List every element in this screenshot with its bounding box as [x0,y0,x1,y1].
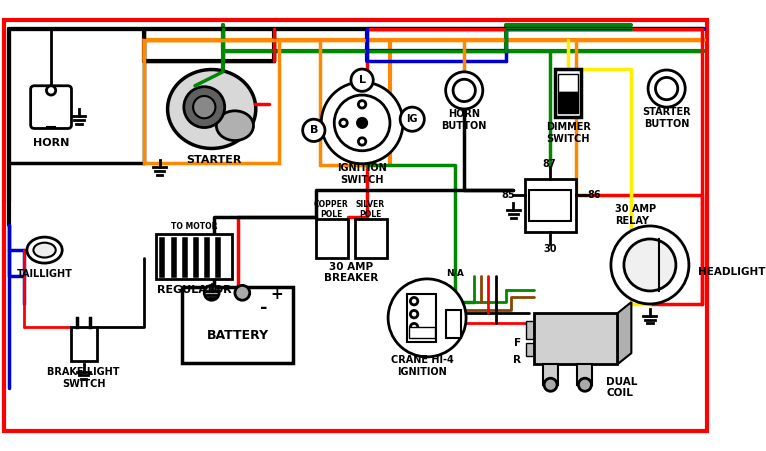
Text: STARTER
BUTTON: STARTER BUTTON [643,107,691,129]
Bar [70,327,97,361]
Bar [355,219,387,258]
Text: 30 AMP
BREAKER: 30 AMP BREAKER [324,262,378,283]
Bar [408,327,434,338]
Text: REGULATOR: REGULATOR [157,285,231,295]
Bar [526,343,534,356]
Text: N/A: N/A [446,269,464,278]
Circle shape [358,101,366,108]
Circle shape [358,138,366,145]
Text: F: F [513,338,521,348]
Text: DIMMER
SWITCH: DIMMER SWITCH [546,122,591,144]
Text: STARTER: STARTER [186,155,241,165]
Text: SILVER
POLE: SILVER POLE [356,199,385,219]
Circle shape [358,118,367,128]
Text: +: + [270,287,283,302]
Bar [316,219,349,258]
Text: COPPER
POLE: COPPER POLE [314,199,349,219]
Bar [144,40,279,163]
Bar [407,294,437,342]
Text: DUAL
COIL: DUAL COIL [606,377,637,398]
Bar [555,69,581,117]
Circle shape [578,378,591,391]
Circle shape [624,239,676,291]
Bar [578,364,592,385]
Polygon shape [617,302,631,364]
Circle shape [388,279,466,357]
Text: L: L [358,75,365,85]
Bar [182,287,293,364]
Text: HEADLIGHT: HEADLIGHT [698,267,766,277]
Circle shape [648,70,686,107]
Ellipse shape [27,237,62,263]
Circle shape [411,310,417,318]
Ellipse shape [216,111,254,141]
Text: TAILLIGHT: TAILLIGHT [17,269,73,279]
Bar [526,321,534,339]
Circle shape [321,82,403,164]
Bar [446,310,460,338]
Text: -: - [260,299,267,317]
Circle shape [205,285,219,300]
Text: HORN
BUTTON: HORN BUTTON [441,109,487,131]
Circle shape [340,119,347,127]
Text: HORN: HORN [33,138,69,148]
Text: IG: IG [407,114,418,124]
FancyBboxPatch shape [31,86,71,129]
Bar [558,74,578,92]
Circle shape [611,226,689,304]
Text: BRAKE LIGHT
SWITCH: BRAKE LIGHT SWITCH [47,368,119,389]
Text: CRANE HI-4
IGNITION: CRANE HI-4 IGNITION [391,355,453,377]
Ellipse shape [34,243,56,258]
Circle shape [334,95,390,151]
Bar [529,190,571,221]
Circle shape [453,79,476,101]
Text: R: R [513,354,521,365]
Text: 86: 86 [588,190,601,200]
Text: 85: 85 [501,190,515,200]
Circle shape [544,378,557,391]
Circle shape [47,86,56,95]
Circle shape [411,323,417,331]
Bar [558,92,578,113]
Ellipse shape [168,69,256,148]
Bar [543,364,558,385]
Text: IGNITION
SWITCH: IGNITION SWITCH [337,163,387,185]
Text: 30 AMP
RELAY: 30 AMP RELAY [614,204,656,226]
Bar [534,313,617,364]
Bar [525,179,575,232]
Circle shape [193,96,215,118]
Text: B: B [309,125,318,135]
Circle shape [656,78,678,100]
Circle shape [184,87,224,128]
Circle shape [446,72,483,109]
Text: 30: 30 [543,244,556,254]
Bar [156,235,232,279]
Text: TO MOTOR: TO MOTOR [171,222,218,231]
Circle shape [400,107,424,131]
Circle shape [351,69,373,92]
Circle shape [411,298,417,305]
Text: BATTERY: BATTERY [207,329,269,342]
Text: 87: 87 [543,159,556,169]
Circle shape [235,285,250,300]
Circle shape [303,119,325,142]
